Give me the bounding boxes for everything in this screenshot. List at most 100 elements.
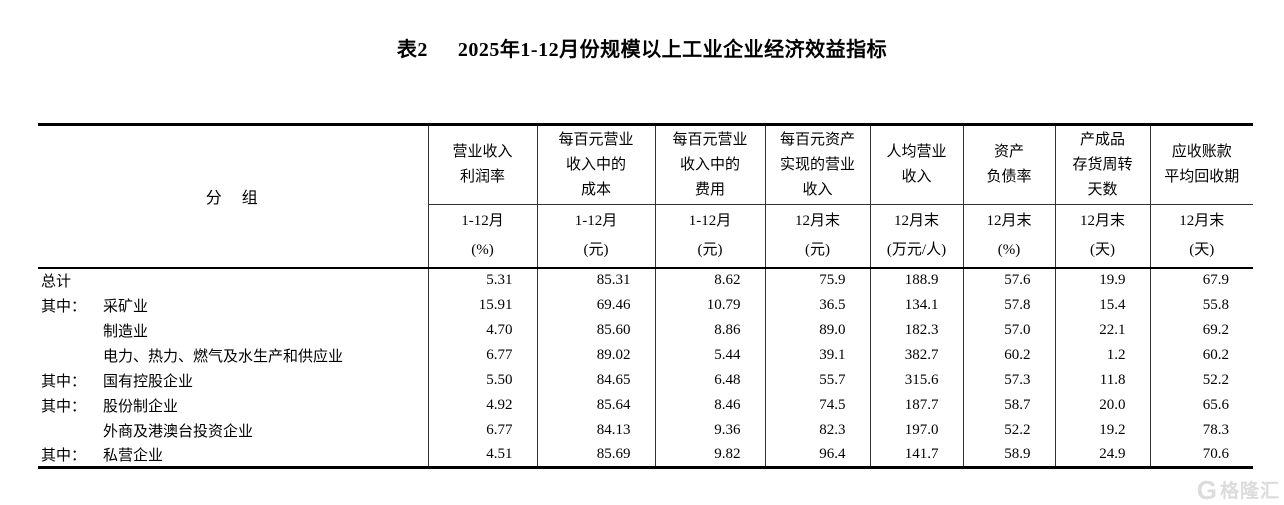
table-number: 表2 — [396, 39, 428, 61]
cell-value: 187.7 — [869, 392, 963, 418]
subheader-3: 12月末 (元) — [764, 204, 870, 269]
col-header-group: 分 组 — [38, 124, 428, 269]
cell-value: 57.0 — [962, 317, 1055, 343]
cell-value: 15.4 — [1054, 292, 1150, 318]
watermark-brand-text: 格隆汇 — [1219, 481, 1280, 502]
period-label: 12月末 — [1079, 212, 1125, 229]
table-row-private: 其中： 私营企业 4.51 85.69 9.82 96.4 141.7 58.9 … — [38, 442, 1253, 468]
cell-value: 5.31 — [427, 267, 537, 293]
cell-value: 315.6 — [869, 367, 963, 393]
cell-value: 9.82 — [654, 442, 765, 468]
col-header-debt-ratio: 资产 负债率 — [962, 124, 1055, 205]
subheader-6: 12月末 (天) — [1054, 204, 1150, 269]
cell-value: 8.86 — [654, 317, 765, 343]
col-header-cost-per-100: 每百元营业 收入中的 成本 — [536, 124, 655, 205]
cell-value: 6.48 — [654, 367, 765, 393]
cell-value: 6.77 — [427, 342, 537, 368]
table-row-manufacturing: 制造业 4.70 85.60 8.86 89.0 182.3 57.0 22.1… — [38, 317, 1253, 343]
cell-value: 67.9 — [1149, 267, 1253, 293]
table-title: 2025年1-12月份规模以上工业企业经济效益指标 — [457, 39, 888, 61]
table-row-shareholding: 其中： 股份制企业 4.92 85.64 8.46 74.5 187.7 58.7… — [38, 392, 1253, 418]
cell-value: 84.65 — [536, 367, 655, 393]
table-row-utilities: 电力、热力、燃气及水生产和供应业 6.77 89.02 5.44 39.1 38… — [38, 342, 1253, 368]
period-label: 1-12月 — [688, 212, 732, 229]
cell-value: 96.4 — [764, 442, 870, 468]
cell-value: 6.77 — [427, 417, 537, 443]
cell-value: 60.2 — [962, 342, 1055, 368]
cell-value: 74.5 — [764, 392, 870, 418]
cell-value: 52.2 — [962, 417, 1055, 443]
unit-label: (元) — [697, 241, 723, 258]
row-label: 其中： 采矿业 — [41, 298, 149, 315]
row-label: 其中： 国有控股企业 — [41, 373, 194, 390]
cell-value: 19.2 — [1054, 417, 1150, 443]
cell-value: 134.1 — [869, 292, 963, 318]
cell-value: 82.3 — [764, 417, 870, 443]
cell-value: 1.2 — [1054, 342, 1150, 368]
unit-label: (天) — [1189, 241, 1215, 258]
cell-value: 4.70 — [427, 317, 537, 343]
header-row-units: 1-12月 (%) 1-12月 (元) 1-12月 (元) 12月末 (元) 12月末 (… — [38, 204, 1253, 269]
economic-indicators-table: 分 组 营业收入 利润率 每百元营业 收入中的 成本 每百元营业 收入中的 费用… — [38, 123, 1253, 469]
subheader-2: 1-12月 (元) — [654, 204, 765, 269]
unit-label: (元) — [583, 241, 609, 258]
cell-value: 89.0 — [764, 317, 870, 343]
subheader-4: 12月末 (万元/人) — [869, 204, 963, 269]
cell-value: 5.44 — [654, 342, 765, 368]
watermark: G 格隆汇 — [1197, 476, 1280, 503]
cell-value: 9.36 — [654, 417, 765, 443]
header-row-titles: 分 组 营业收入 利润率 每百元营业 收入中的 成本 每百元营业 收入中的 费用… — [38, 124, 1253, 269]
cell-value: 57.6 — [962, 267, 1055, 293]
period-label: 12月末 — [893, 212, 939, 229]
cell-value: 15.91 — [427, 292, 537, 318]
cell-value: 58.9 — [962, 442, 1055, 468]
table-row-state-owned: 其中： 国有控股企业 5.50 84.65 6.48 55.7 315.6 57.… — [38, 367, 1253, 393]
col-header-expense-per-100: 每百元营业 收入中的 费用 — [654, 124, 765, 205]
col-header-revenue-per-capita: 人均营业 收入 — [869, 124, 963, 205]
cell-value: 58.7 — [962, 392, 1055, 418]
page-title: 表2 2025年1-12月份规模以上工业企业经济效益指标 — [0, 33, 1284, 62]
row-label: 电力、热力、燃气及水生产和供应业 — [103, 348, 344, 365]
period-label: 12月末 — [794, 212, 840, 229]
cell-value: 36.5 — [764, 292, 870, 318]
cell-value: 188.9 — [869, 267, 963, 293]
table-row-mining: 其中： 采矿业 15.91 69.46 10.79 36.5 134.1 57.8… — [38, 292, 1253, 318]
cell-value: 11.8 — [1054, 367, 1150, 393]
subheader-7: 12月末 (天) — [1149, 204, 1253, 269]
cell-value: 57.3 — [962, 367, 1055, 393]
cell-value: 382.7 — [869, 342, 963, 368]
cell-value: 84.13 — [536, 417, 655, 443]
cell-value: 55.7 — [764, 367, 870, 393]
unit-label: (万元/人) — [886, 241, 947, 258]
row-label: 外商及港澳台投资企业 — [103, 423, 254, 440]
col-header-receivable-period: 应收账款 平均回收期 — [1149, 124, 1253, 205]
cell-value: 85.60 — [536, 317, 655, 343]
cell-value: 182.3 — [869, 317, 963, 343]
col-header-profit-margin: 营业收入 利润率 — [427, 124, 537, 205]
cell-value: 19.9 — [1054, 267, 1150, 293]
cell-value: 65.6 — [1149, 392, 1253, 418]
subheader-1: 1-12月 (元) — [536, 204, 655, 269]
cell-value: 85.69 — [536, 442, 655, 468]
cell-value: 89.02 — [536, 342, 655, 368]
cell-value: 141.7 — [869, 442, 963, 468]
cell-value: 85.64 — [536, 392, 655, 418]
cell-value: 24.9 — [1054, 442, 1150, 468]
cell-value: 55.8 — [1149, 292, 1253, 318]
cell-value: 39.1 — [764, 342, 870, 368]
cell-value: 197.0 — [869, 417, 963, 443]
table-row-foreign-invested: 外商及港澳台投资企业 6.77 84.13 9.36 82.3 197.0 52… — [38, 417, 1253, 443]
cell-value: 52.2 — [1149, 367, 1253, 393]
unit-label: (%) — [997, 241, 1021, 258]
unit-label: (元) — [805, 241, 830, 258]
unit-label: (%) — [471, 241, 494, 258]
unit-label: (天) — [1090, 241, 1115, 258]
cell-value: 10.79 — [654, 292, 765, 318]
subheader-0: 1-12月 (%) — [427, 204, 537, 269]
gelonghui-logo-icon: G — [1196, 474, 1217, 505]
period-label: 1-12月 — [574, 212, 618, 229]
row-label: 其中： 私营企业 — [41, 447, 164, 464]
cell-value: 8.62 — [654, 267, 765, 293]
cell-value: 4.92 — [427, 392, 537, 418]
period-label: 12月末 — [1179, 212, 1225, 229]
